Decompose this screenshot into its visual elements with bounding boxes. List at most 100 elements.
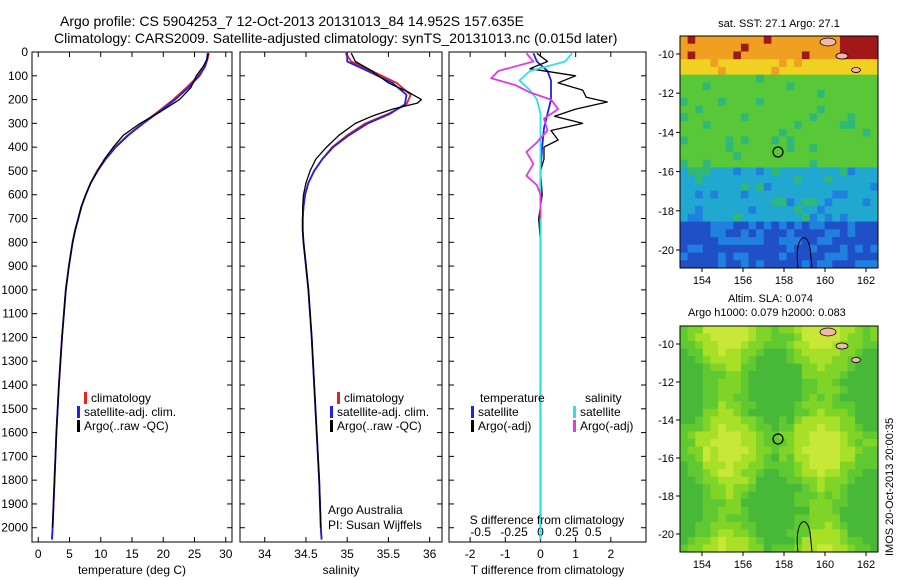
map-cell [763, 121, 772, 130]
map-cell [695, 514, 704, 523]
map-cell [718, 175, 727, 184]
map-cell [862, 136, 871, 145]
map-cell [771, 491, 780, 500]
map-cell [771, 431, 780, 440]
map-cell [763, 484, 772, 493]
map-cell [794, 544, 803, 552]
map-cell [710, 401, 719, 410]
map-cell [809, 90, 818, 99]
map-cell [710, 59, 719, 68]
map-cell [832, 144, 841, 153]
map-cell [740, 416, 750, 425]
map-cell [824, 43, 833, 53]
map-cell [817, 506, 826, 515]
map-cell [748, 213, 757, 223]
map-cell [786, 333, 795, 342]
map-cell [870, 136, 878, 145]
map-cell [794, 446, 803, 455]
map-lat-label: -10 [658, 339, 674, 351]
map-cell [855, 521, 864, 530]
map-cell [687, 59, 696, 68]
map-cell [817, 229, 826, 238]
legend-swatch-sal-argo [573, 420, 576, 432]
island-shape [851, 67, 861, 73]
map-cell [702, 386, 712, 395]
map-cell [794, 491, 803, 500]
map-cell [718, 326, 727, 335]
map-cell [832, 484, 841, 493]
map-cell [687, 221, 696, 230]
map-cell [862, 252, 871, 261]
map-cell [832, 36, 841, 45]
map-cell [832, 82, 841, 91]
map-cell [839, 260, 849, 268]
map-cell [718, 252, 727, 261]
map-cell [786, 97, 795, 107]
map-cell [855, 378, 864, 387]
map-cell [725, 90, 734, 99]
map-cell [870, 423, 878, 433]
map-cell [702, 244, 712, 254]
difference-panel: -2 -1 0 1 2-0.5 -0.25 0 0.25 0.5T difference fro… [448, 51, 647, 577]
map-cell [855, 59, 864, 68]
map-cell [832, 446, 841, 455]
map-cell [847, 260, 856, 268]
map-cell [702, 423, 712, 433]
map-cell [718, 408, 727, 417]
map-lat-label: -18 [658, 206, 674, 218]
map-cell [718, 536, 727, 546]
map-cell [756, 356, 765, 365]
salinity-legend: climatology satellite-adj. clim. Argo(..… [330, 391, 429, 433]
map-cell [832, 529, 841, 538]
map-cell [839, 152, 849, 161]
map-cell [748, 393, 757, 402]
map-cell [680, 74, 689, 83]
map-cell [809, 401, 818, 410]
map-cell [763, 491, 772, 500]
map-cell [725, 144, 734, 153]
map-cell [702, 469, 712, 478]
depth-tick-label: 1000 [1, 283, 28, 297]
map-cell [839, 136, 849, 145]
map-cell [801, 190, 811, 199]
map-lat-label: -18 [658, 491, 674, 503]
map-cell [786, 326, 795, 335]
map-cell [756, 529, 765, 538]
map-cell [710, 484, 719, 493]
map-cell [794, 159, 803, 169]
map-cell [710, 152, 719, 161]
map-cell [870, 43, 878, 53]
map-cell [740, 544, 750, 552]
map-cell [809, 221, 818, 230]
map-cell [839, 431, 849, 440]
map-cell [817, 423, 826, 433]
map-cell [763, 105, 772, 114]
map-cell [794, 128, 803, 138]
map-cell [725, 229, 734, 238]
map-cell [733, 90, 742, 99]
map-cell [740, 144, 750, 153]
map-cell [824, 213, 833, 223]
map-cell [862, 221, 871, 230]
map-cell [794, 229, 803, 238]
map-cell [839, 159, 849, 169]
x-axis-label: temperature (deg C) [78, 563, 186, 577]
map-cell [740, 213, 750, 223]
map-lon-label: 160 [816, 275, 834, 287]
map-cell [794, 484, 803, 493]
map-cell [809, 416, 818, 425]
map-cell [680, 97, 689, 107]
map-cell [695, 182, 704, 192]
map-cell [756, 190, 765, 199]
map-cell [779, 521, 788, 530]
map-cell [733, 341, 742, 350]
map-cell [695, 363, 704, 372]
map-cell [740, 43, 750, 53]
depth-tick-label: 1900 [1, 497, 28, 511]
map-cell [718, 333, 727, 342]
map-cell [847, 491, 856, 500]
map-cell [801, 333, 811, 342]
map-cell [680, 491, 689, 500]
map-cell [710, 431, 719, 440]
map-cell [817, 454, 826, 463]
